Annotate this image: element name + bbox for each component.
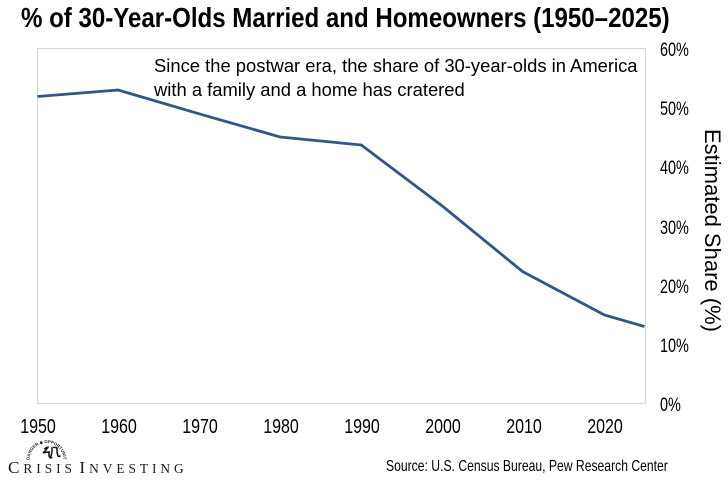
svg-text:CRISISINVESTING: CRISIS INVESTING [8,458,188,477]
